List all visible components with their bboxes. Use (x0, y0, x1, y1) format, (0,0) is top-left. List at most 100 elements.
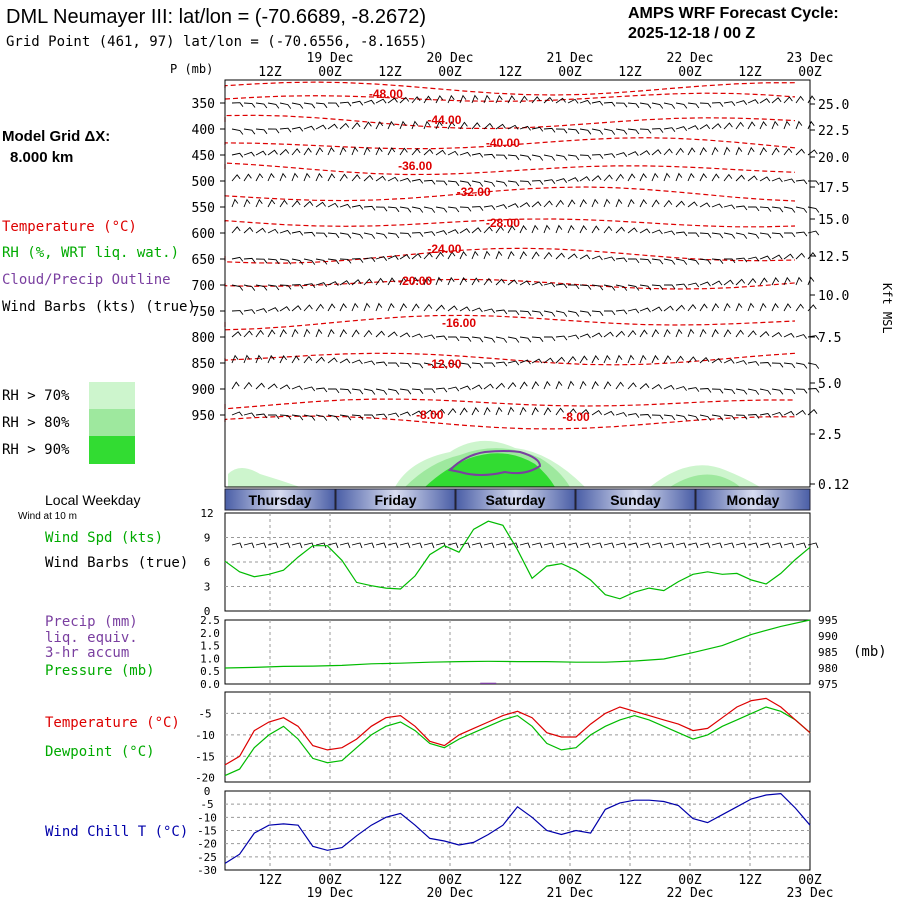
windchill-ytick: -30 (197, 864, 217, 877)
wind-barb (363, 232, 376, 239)
wind-barb (723, 414, 736, 421)
wind-barb (543, 336, 556, 342)
wind-barb (591, 310, 604, 316)
wind-barb (711, 414, 724, 421)
wind-barb (771, 331, 783, 338)
wind-barb (435, 95, 444, 104)
temp-ytick: -20 (195, 772, 215, 785)
wind-barb (615, 284, 628, 291)
wind-barb (483, 153, 496, 159)
wind-barb (471, 94, 479, 104)
wind-barb (675, 283, 688, 289)
temperature-contour-label: -32.00 (457, 185, 491, 199)
wind-barb (423, 276, 431, 286)
wind-barb (327, 146, 335, 156)
wind-barb (243, 173, 252, 182)
wind-barb (255, 284, 268, 291)
wind-barb (327, 281, 339, 286)
wind-barb (363, 414, 376, 420)
surface-wind-barb (375, 542, 387, 549)
wind-barb (519, 310, 532, 316)
wind-barb (687, 356, 697, 364)
wind-barb (279, 384, 291, 390)
wind-barb (699, 102, 712, 108)
wind-barb (711, 203, 723, 209)
wind-barb (603, 153, 616, 158)
wind-barb (783, 232, 796, 238)
wind-barb (255, 258, 268, 264)
wind-barb (735, 329, 744, 338)
temp-ytick: -10 (195, 729, 215, 742)
legend-cloud: Cloud/Precip Outline (2, 272, 171, 288)
wind-barb (471, 152, 484, 158)
wind-barb (723, 122, 733, 130)
wind-barb (339, 232, 352, 239)
wind-barb (315, 414, 328, 421)
temperature-contour (224, 415, 795, 430)
wind-barb (771, 254, 783, 260)
wind-barb (423, 95, 432, 104)
pressure-axis-title: P (mb) (170, 62, 213, 76)
temperature-contour-label: -36.00 (398, 159, 432, 173)
wind-barb (339, 101, 352, 107)
wind-barb (603, 381, 612, 390)
wind-barb (543, 380, 551, 390)
wind-barb (783, 410, 795, 416)
wind-barb (723, 388, 736, 395)
wind-barb (591, 198, 599, 208)
wind-barb (519, 336, 532, 343)
wind-barb (483, 180, 496, 187)
wind-barb (351, 302, 359, 312)
wind-barb (315, 124, 327, 130)
wind-barb (771, 302, 779, 312)
wind-barb (363, 257, 376, 262)
bottom-time-tick: 00Z (678, 873, 702, 888)
surface-wind-barb (723, 542, 735, 549)
wind-barb (783, 96, 793, 104)
wind-barb (363, 174, 374, 182)
top-time-tick: 12Z (378, 65, 402, 80)
wind-barb (591, 100, 604, 106)
wind-barb (267, 329, 276, 338)
wind-barb (531, 381, 540, 390)
wind-barb (459, 250, 467, 260)
wind-barb (543, 357, 554, 364)
wind-barb (387, 232, 400, 239)
wind-ytick: 0 (204, 605, 211, 618)
wind-barb (267, 307, 279, 312)
wind-barb (615, 128, 628, 135)
top-date-label: 21 Dec (547, 51, 594, 66)
wind-barb (279, 102, 292, 109)
bottom-time-tick: 12Z (498, 873, 522, 888)
model-grid-value: 8.000 km (10, 149, 73, 166)
wind-barb (435, 304, 445, 312)
wind-barb (507, 250, 515, 260)
wind-barb (795, 303, 804, 312)
wind-ytick: 9 (204, 532, 211, 545)
wind-barb (591, 225, 600, 234)
wind-barb (411, 96, 421, 104)
top-date-label: 23 Dec (787, 51, 834, 66)
wind-barb (447, 407, 457, 416)
bottom-time-tick: 00Z (558, 873, 582, 888)
wind-barb (279, 199, 288, 208)
weekday-label: Monday (727, 492, 780, 508)
wind-barb (735, 257, 748, 263)
wind-barb (303, 147, 312, 156)
wind-barb (483, 205, 496, 210)
wind-barb (423, 148, 434, 156)
wind-barb (231, 354, 239, 364)
wind-barb (291, 258, 304, 265)
wind-barb (423, 334, 436, 340)
pressure-tick-label: 650 (192, 253, 215, 268)
wind-barb (267, 258, 280, 265)
wind-barb (339, 280, 351, 286)
pressure-ytick: 975 (818, 678, 838, 691)
wind-speed-label: Wind Spd (kts) (45, 530, 163, 546)
wind-barb (243, 257, 256, 263)
wind-barb (255, 128, 268, 135)
wind-barb (675, 231, 688, 237)
wind-barb (507, 154, 520, 161)
wind-barb (447, 206, 460, 213)
wind-barb (267, 172, 275, 182)
